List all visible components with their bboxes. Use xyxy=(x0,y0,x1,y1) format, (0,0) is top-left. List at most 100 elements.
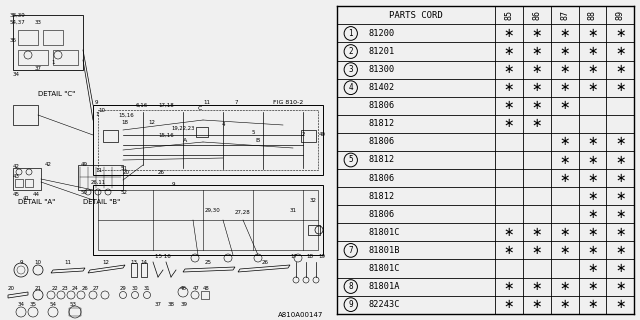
Bar xyxy=(301,130,316,142)
Bar xyxy=(131,263,137,277)
Text: ∗: ∗ xyxy=(615,45,626,58)
Text: 45: 45 xyxy=(13,193,20,197)
Text: 30: 30 xyxy=(132,285,138,291)
Text: 81806: 81806 xyxy=(369,101,396,110)
Text: ∗: ∗ xyxy=(531,226,542,239)
Text: ∗: ∗ xyxy=(615,280,626,293)
Text: 4: 4 xyxy=(348,83,353,92)
Text: 39: 39 xyxy=(180,302,188,308)
Text: ∗: ∗ xyxy=(559,45,570,58)
Text: 42: 42 xyxy=(13,164,20,170)
Text: 54: 54 xyxy=(49,302,56,308)
Text: ∗: ∗ xyxy=(615,135,626,148)
Text: ∗: ∗ xyxy=(504,244,514,257)
Text: 38,39: 38,39 xyxy=(10,12,26,18)
Text: ∗: ∗ xyxy=(588,135,598,148)
Text: PARTS CORD: PARTS CORD xyxy=(389,11,443,20)
Text: ∗: ∗ xyxy=(531,298,542,311)
Text: 32: 32 xyxy=(310,197,317,203)
Text: FIG 810-2: FIG 810-2 xyxy=(273,100,303,105)
Text: 20: 20 xyxy=(8,285,15,291)
Text: 1: 1 xyxy=(51,60,54,65)
Bar xyxy=(13,105,38,125)
Text: 11: 11 xyxy=(203,100,210,105)
Text: B: B xyxy=(256,138,260,142)
Text: ∗: ∗ xyxy=(531,99,542,112)
Text: 29: 29 xyxy=(120,285,126,291)
Text: 31: 31 xyxy=(289,207,296,212)
Text: 81402: 81402 xyxy=(369,83,396,92)
Text: 2: 2 xyxy=(301,132,305,138)
Bar xyxy=(13,168,41,190)
Text: 81806: 81806 xyxy=(369,137,396,147)
Text: ∗: ∗ xyxy=(588,27,598,40)
Text: ∗: ∗ xyxy=(588,172,598,185)
Bar xyxy=(43,30,63,45)
Text: 3: 3 xyxy=(348,65,353,74)
Text: 26: 26 xyxy=(262,260,269,265)
Text: 37: 37 xyxy=(35,66,42,70)
Text: 81200: 81200 xyxy=(369,29,396,38)
Bar xyxy=(201,291,209,299)
Text: 81801C: 81801C xyxy=(369,228,401,237)
Text: ∗: ∗ xyxy=(559,244,570,257)
Text: 81806: 81806 xyxy=(369,210,396,219)
Text: 17,18: 17,18 xyxy=(158,102,173,108)
Text: 21: 21 xyxy=(35,285,42,291)
Text: 82243C: 82243C xyxy=(369,300,401,309)
Text: ∗: ∗ xyxy=(504,298,514,311)
Text: 1: 1 xyxy=(348,29,353,38)
Text: 49: 49 xyxy=(81,163,88,167)
Text: 44: 44 xyxy=(33,193,40,197)
Text: ∗: ∗ xyxy=(559,154,570,166)
Text: C: C xyxy=(198,106,202,110)
Text: 46: 46 xyxy=(179,285,186,291)
Text: 10: 10 xyxy=(98,108,105,113)
Text: ∗: ∗ xyxy=(615,172,626,185)
Text: 81801B: 81801B xyxy=(369,246,401,255)
Text: ∗: ∗ xyxy=(531,244,542,257)
Text: 38: 38 xyxy=(168,302,175,308)
Text: A: A xyxy=(183,138,187,142)
Text: 29,30: 29,30 xyxy=(205,207,221,212)
Text: 9: 9 xyxy=(95,100,99,105)
Text: 24: 24 xyxy=(72,285,78,291)
Text: 50: 50 xyxy=(81,189,88,195)
Text: 10: 10 xyxy=(35,260,42,265)
Text: 41: 41 xyxy=(23,196,30,201)
Text: ∗: ∗ xyxy=(531,63,542,76)
Text: DETAIL "A": DETAIL "A" xyxy=(18,199,55,205)
Text: ∗: ∗ xyxy=(588,226,598,239)
Text: ∗: ∗ xyxy=(588,244,598,257)
Text: 12: 12 xyxy=(148,119,155,124)
Text: ∗: ∗ xyxy=(504,99,514,112)
Bar xyxy=(18,30,38,45)
Text: 81201: 81201 xyxy=(369,47,396,56)
Bar xyxy=(141,263,147,277)
Text: ∗: ∗ xyxy=(588,190,598,203)
Text: 42: 42 xyxy=(45,163,52,167)
Text: 54,37: 54,37 xyxy=(10,20,26,25)
Text: ∗: ∗ xyxy=(588,208,598,221)
Text: ∗: ∗ xyxy=(588,81,598,94)
Text: 81801A: 81801A xyxy=(369,282,401,291)
Text: ∗: ∗ xyxy=(615,226,626,239)
Text: 53: 53 xyxy=(70,302,77,308)
Text: 22: 22 xyxy=(52,285,58,291)
Text: 11: 11 xyxy=(95,167,102,172)
Text: ∗: ∗ xyxy=(504,81,514,94)
Bar xyxy=(196,127,208,137)
Text: 47: 47 xyxy=(193,285,200,291)
Bar xyxy=(78,165,123,190)
Text: 12: 12 xyxy=(102,260,109,265)
Text: 13: 13 xyxy=(131,260,138,265)
Text: 33: 33 xyxy=(35,20,42,25)
Text: ∗: ∗ xyxy=(588,298,598,311)
Bar xyxy=(103,130,118,142)
Text: ∗: ∗ xyxy=(504,45,514,58)
Text: 2: 2 xyxy=(348,47,353,56)
Text: 18: 18 xyxy=(306,253,313,259)
Text: 87: 87 xyxy=(560,10,569,20)
Text: ∗: ∗ xyxy=(615,208,626,221)
Text: ∗: ∗ xyxy=(504,280,514,293)
